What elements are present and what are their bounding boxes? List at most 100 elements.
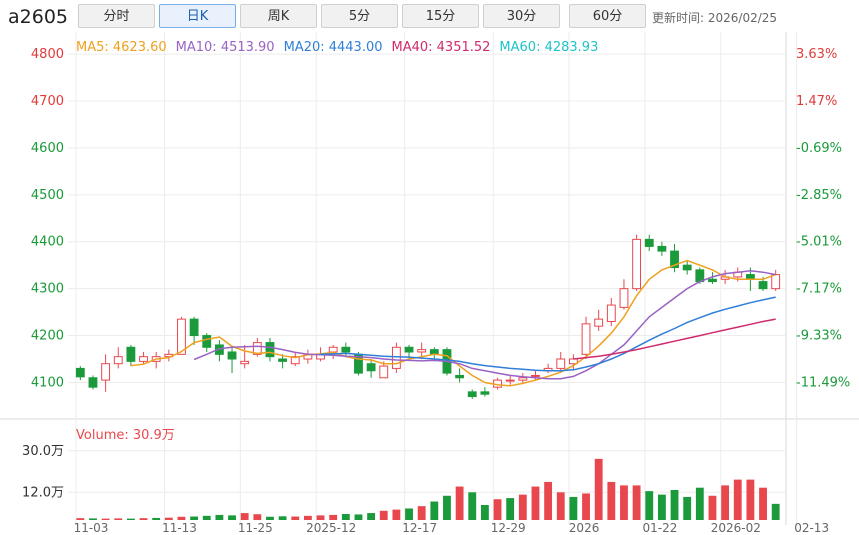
volume-bar: [392, 509, 401, 520]
candle-body: [518, 377, 528, 381]
candle-body: [278, 358, 288, 362]
volume-bar: [114, 518, 123, 520]
volume-bar: [202, 515, 211, 520]
candle-body: [606, 304, 616, 322]
volume-bar: [620, 485, 628, 520]
ma10-line: [193, 270, 776, 380]
x-tick-label: 2026: [569, 521, 600, 535]
candle-body: [139, 356, 148, 362]
volume-bar: [240, 513, 249, 520]
ma20-line: [320, 296, 776, 372]
candle-body: [632, 238, 642, 290]
update-date: 2026/02/25: [707, 11, 778, 25]
candle-body: [531, 374, 540, 377]
tab-5min[interactable]: 5分: [321, 4, 398, 28]
candle-body: [455, 374, 465, 379]
x-tick-label: 02-13: [794, 521, 829, 535]
pct-tick-label: -11.49%: [796, 375, 850, 390]
candle-body: [290, 356, 300, 365]
pct-tick-label: -5.01%: [796, 235, 842, 250]
candle-body: [113, 356, 123, 365]
candle-body: [252, 342, 262, 355]
candle-body: [417, 349, 427, 353]
volume-bar: [733, 479, 742, 520]
volume-bar: [190, 516, 199, 520]
candlesticks: [75, 234, 781, 399]
candle-body: [505, 379, 515, 382]
candle-body: [366, 363, 376, 372]
volume-bar: [152, 517, 161, 520]
volume-bar: [468, 492, 477, 520]
x-tick-label: 11-13: [162, 521, 197, 535]
volume-bar: [632, 485, 641, 520]
candle-body: [657, 245, 667, 252]
volume-bar: [215, 514, 224, 520]
pct-tick-label: 3.63%: [796, 47, 837, 62]
volume-bar: [101, 518, 110, 520]
y-tick-label: 4300: [31, 282, 64, 297]
candle-body: [556, 358, 566, 369]
volume-bars: [76, 458, 780, 520]
toolbar: a2605 分时 日K 周K 5分 15分 30分 60分 更新时间: 2026…: [0, 0, 859, 36]
y-tick-label: 4800: [31, 47, 64, 62]
candle-body: [328, 346, 338, 353]
axes: 4100 4200 4300 4400 4500 4600 4700 4800 3.63% 1.4…: [22, 47, 850, 535]
grid: [0, 32, 859, 525]
volume-bar: [657, 494, 666, 520]
x-tick-label: 2026-02: [711, 521, 761, 535]
volume-bar: [531, 486, 540, 520]
volume-bar: [379, 510, 388, 520]
volume-bar: [746, 479, 755, 520]
volume-bar: [278, 516, 287, 520]
volume-bar: [480, 505, 489, 520]
volume-bar: [569, 496, 578, 520]
y-tick-label: 4700: [31, 94, 64, 109]
update-time: 更新时间: 2026/02/25: [652, 9, 777, 26]
y-tick-label: 4500: [31, 188, 64, 203]
candle-body: [480, 391, 490, 395]
volume-bar: [455, 486, 464, 520]
volume-bar: [670, 490, 679, 520]
volume-bar: [89, 518, 97, 520]
volume-bar: [341, 514, 350, 520]
legend: MA5: 4623.60 MA10: 4513.90 MA20: 4443.00 MA…: [76, 40, 598, 55]
tab-60min[interactable]: 60分: [569, 4, 646, 28]
volume-bar: [721, 485, 730, 520]
ma5-line: [130, 259, 776, 387]
ma60-legend: MA60: 4283.93: [499, 40, 598, 55]
candle-body: [227, 351, 237, 360]
volume-bar: [126, 518, 135, 520]
candle-body: [467, 391, 477, 398]
symbol-code: a2605: [8, 6, 68, 28]
candle-body: [341, 346, 351, 353]
tab-weekly-k[interactable]: 周K: [240, 4, 317, 28]
volume-bar: [405, 508, 413, 520]
candle-body: [126, 346, 136, 362]
candle-body: [75, 367, 85, 378]
x-tick-label: 11-25: [238, 521, 273, 535]
candle-body: [177, 318, 186, 355]
pct-tick-label: -9.33%: [796, 329, 842, 344]
volume-y-tick-label: 30.0万: [22, 444, 64, 459]
volume-bar: [303, 515, 312, 520]
volume-bar: [354, 514, 363, 520]
candle-body: [619, 288, 629, 308]
tab-30min[interactable]: 30分: [483, 4, 560, 28]
tab-minute[interactable]: 分时: [78, 4, 155, 28]
candle-body: [708, 278, 717, 283]
volume-bar: [708, 495, 717, 520]
candle-body: [265, 342, 275, 358]
volume-bar: [544, 481, 553, 520]
volume-bar: [329, 514, 338, 520]
ma5-legend: MA5: 4623.60: [76, 40, 167, 55]
candle-body: [581, 323, 591, 355]
ma20-legend: MA20: 4443.00: [284, 40, 383, 55]
x-tick-label: 12-17: [402, 521, 437, 535]
tab-15min[interactable]: 15分: [402, 4, 479, 28]
volume-title: Volume: 30.9万: [76, 428, 175, 443]
ma10-legend: MA10: 4513.90: [176, 40, 275, 55]
candle-body: [88, 377, 98, 388]
tab-daily-k[interactable]: 日K: [159, 4, 236, 28]
candle-body: [404, 346, 414, 353]
